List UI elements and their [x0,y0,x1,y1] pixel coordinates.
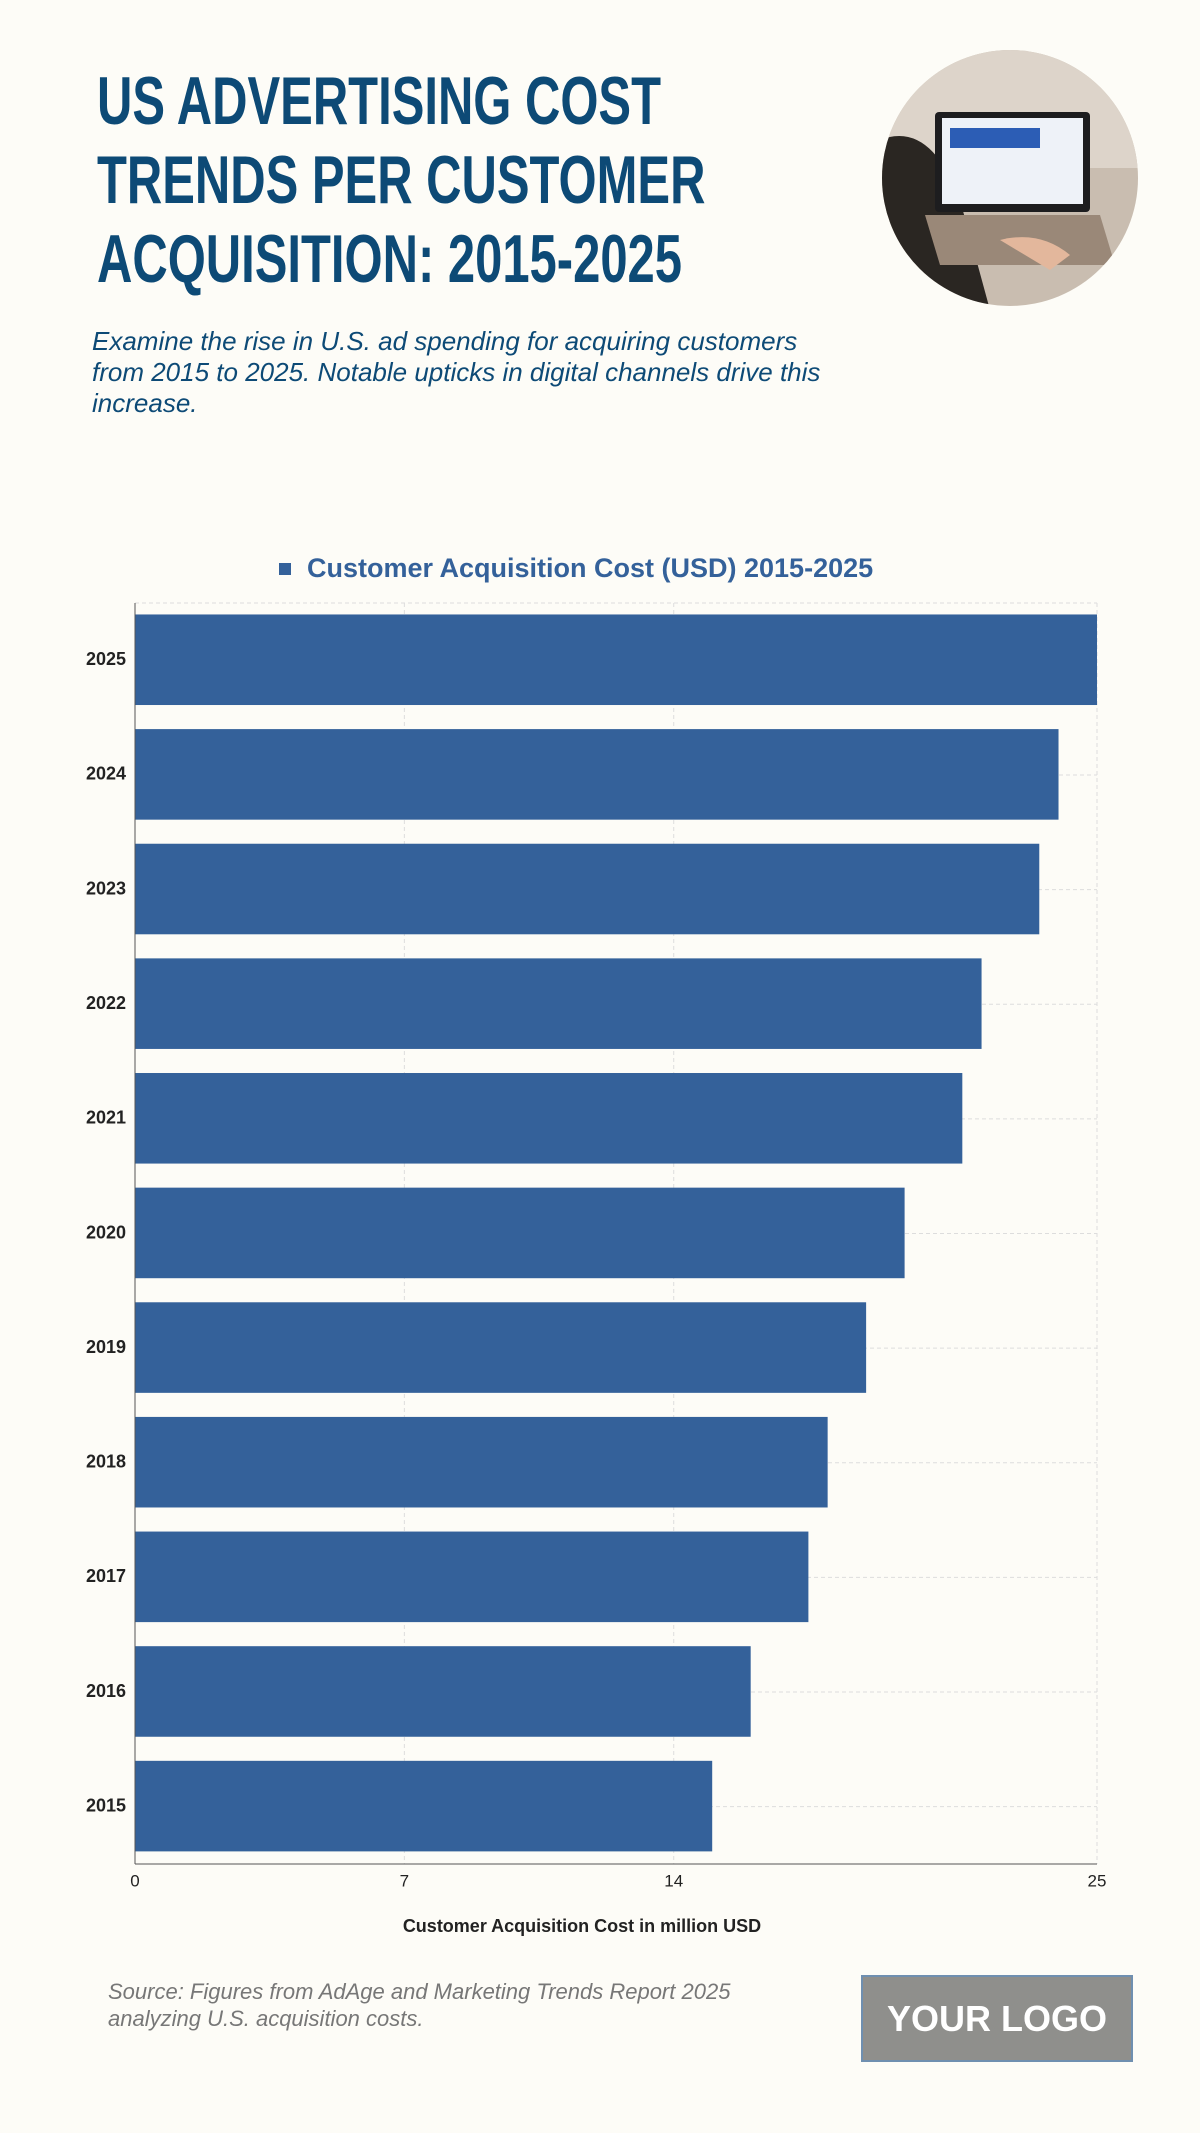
logo: YOUR LOGO [861,1975,1133,2062]
bar [135,1302,867,1393]
y-tick-label: 2023 [86,878,126,898]
legend-label: Customer Acquisition Cost (USD) 2015-202… [307,553,873,583]
bar [135,958,982,1049]
bar [135,1760,713,1852]
y-tick-label: 2025 [86,649,126,669]
y-tick-label: 2015 [86,1795,126,1815]
title: US ADVERTISING COST TRENDS PER CUSTOMER … [97,63,706,297]
x-tick-label: 14 [664,1871,683,1890]
y-tick-label: 2019 [86,1337,126,1357]
bar [135,843,1040,935]
y-tick-label: 2018 [86,1452,126,1472]
bar [135,1073,963,1164]
legend-marker [279,563,291,575]
y-tick-label: 2017 [86,1566,126,1586]
bar [135,729,1059,820]
subtitle: Examine the rise in U.S. ad spending for… [92,326,821,418]
photo [882,50,1138,306]
source: Source: Figures from AdAge and Marketing… [108,1979,731,2031]
y-tick-label: 2016 [86,1681,126,1701]
x-tick-label: 25 [1088,1871,1107,1890]
y-tick-label: 2020 [86,1222,126,1242]
y-tick-label: 2022 [86,993,126,1013]
x-tick-label: 7 [400,1871,409,1890]
bar [135,1646,751,1737]
bar [135,1416,828,1508]
y-tick-label: 2024 [86,764,126,784]
bar [135,1187,905,1279]
bar [135,614,1097,706]
y-tick-label: 2021 [86,1108,126,1128]
x-axis-title: Customer Acquisition Cost in million USD [403,1916,761,1936]
bar [135,1531,809,1623]
x-tick-label: 0 [130,1871,139,1890]
